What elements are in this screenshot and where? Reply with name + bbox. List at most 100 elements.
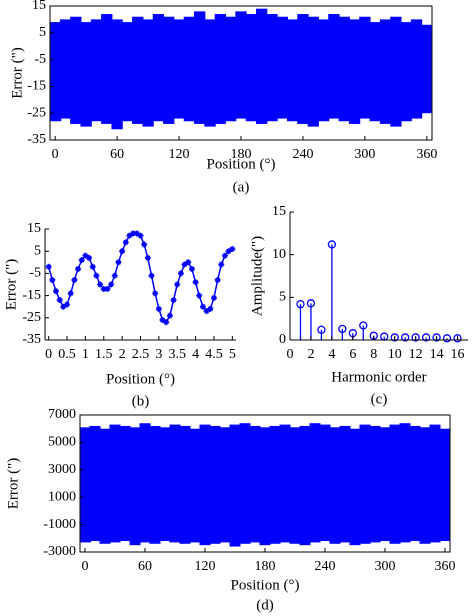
marker [56,297,63,304]
x-tick-label: 3.5 [168,347,186,362]
band-segment [409,425,421,542]
y-tick-label: -35 [22,332,41,347]
stem-head [359,321,368,330]
band-segment [297,14,309,124]
marker [49,277,56,284]
caption: (d) [256,597,274,613]
marker [104,285,111,292]
stem-head [306,299,316,308]
marker [97,281,104,288]
marker [229,245,236,252]
band-segment [299,425,311,546]
band-segment [359,16,371,119]
x-axis-label: Position (°) [231,577,300,593]
band-segment [132,16,144,124]
band-segment [80,22,92,127]
y-tick-label: 1000 [48,489,76,504]
x-tick-label: 4 [192,347,199,362]
marker [185,259,192,266]
y-tick-label: -35 [27,132,46,147]
x-tick-label: 0.5 [58,347,76,362]
band-segment [235,11,247,119]
x-tick-label: 4.5 [205,347,223,362]
band-segment [183,16,196,122]
band-segment [219,427,231,543]
x-tick-label: 240 [315,559,336,574]
y-axis-label: Amplitude(") [249,236,265,316]
marker [60,303,67,310]
band-segment [119,425,131,542]
y-tick-label: 5 [279,290,286,305]
x-tick-label: 2.5 [132,347,150,362]
x-axis-label: Position (°) [207,156,276,172]
marker [177,270,184,277]
band-segment [289,427,301,544]
marker [214,277,221,284]
band-segment [329,427,341,544]
band-segment [338,16,350,122]
band-segment [152,14,165,122]
x-tick-label: 0 [82,559,89,574]
y-axis-label: Error (") [3,259,19,311]
x-tick-label: 120 [169,147,190,162]
band-segment [149,425,161,544]
x-tick-label: 60 [138,559,152,574]
marker [86,254,93,261]
y-tick-label: -25 [27,105,46,120]
x-tick-label: 60 [110,147,124,162]
y-tick-label: 3000 [48,462,76,477]
stem-head [411,333,420,342]
band-segment [139,423,151,543]
band-segment [89,425,101,542]
y-tick-label: 5 [34,243,41,258]
stem-head [338,324,347,334]
band-segment [255,8,268,124]
band-segment [349,428,361,546]
caption: (c) [371,391,388,407]
band-segment [390,16,402,127]
band-segment [369,22,381,122]
marker [93,272,100,279]
band-segment [90,19,103,122]
band-segment [399,423,411,543]
x-tick-label: 2 [119,347,126,362]
band-segment [286,19,299,122]
marker [111,272,118,279]
x-tick-label: 14 [430,347,444,362]
marker [163,319,170,326]
marker [141,241,148,248]
y-tick-label: -5 [29,266,41,281]
y-tick-label: -1000 [43,517,76,532]
band-segment [169,424,181,543]
y-tick-label: -3000 [43,544,76,559]
marker [148,272,155,279]
marker [71,277,78,284]
band-segment [439,428,450,542]
marker [203,308,210,315]
x-tick-label: 180 [255,559,276,574]
band-segment [389,424,401,544]
marker [53,288,60,295]
y-tick-label: 15 [272,204,286,219]
stem-head [296,300,305,309]
marker [207,305,214,312]
marker [89,263,96,270]
band-segment [276,16,288,119]
marker [100,285,107,292]
band-segment [59,19,72,119]
band-segment [70,16,82,124]
stem-head [390,333,399,342]
marker [166,312,173,319]
marker [75,265,82,272]
y-tick-label: -25 [22,310,41,325]
marker [174,281,181,288]
stem-head [327,240,337,249]
x-tick-label: 0 [45,347,52,362]
marker [144,254,151,261]
band-segment [421,24,432,114]
band-segment [50,22,62,122]
x-tick-label: 0 [287,347,294,362]
band-segment [101,14,113,124]
band-segment [163,16,175,124]
